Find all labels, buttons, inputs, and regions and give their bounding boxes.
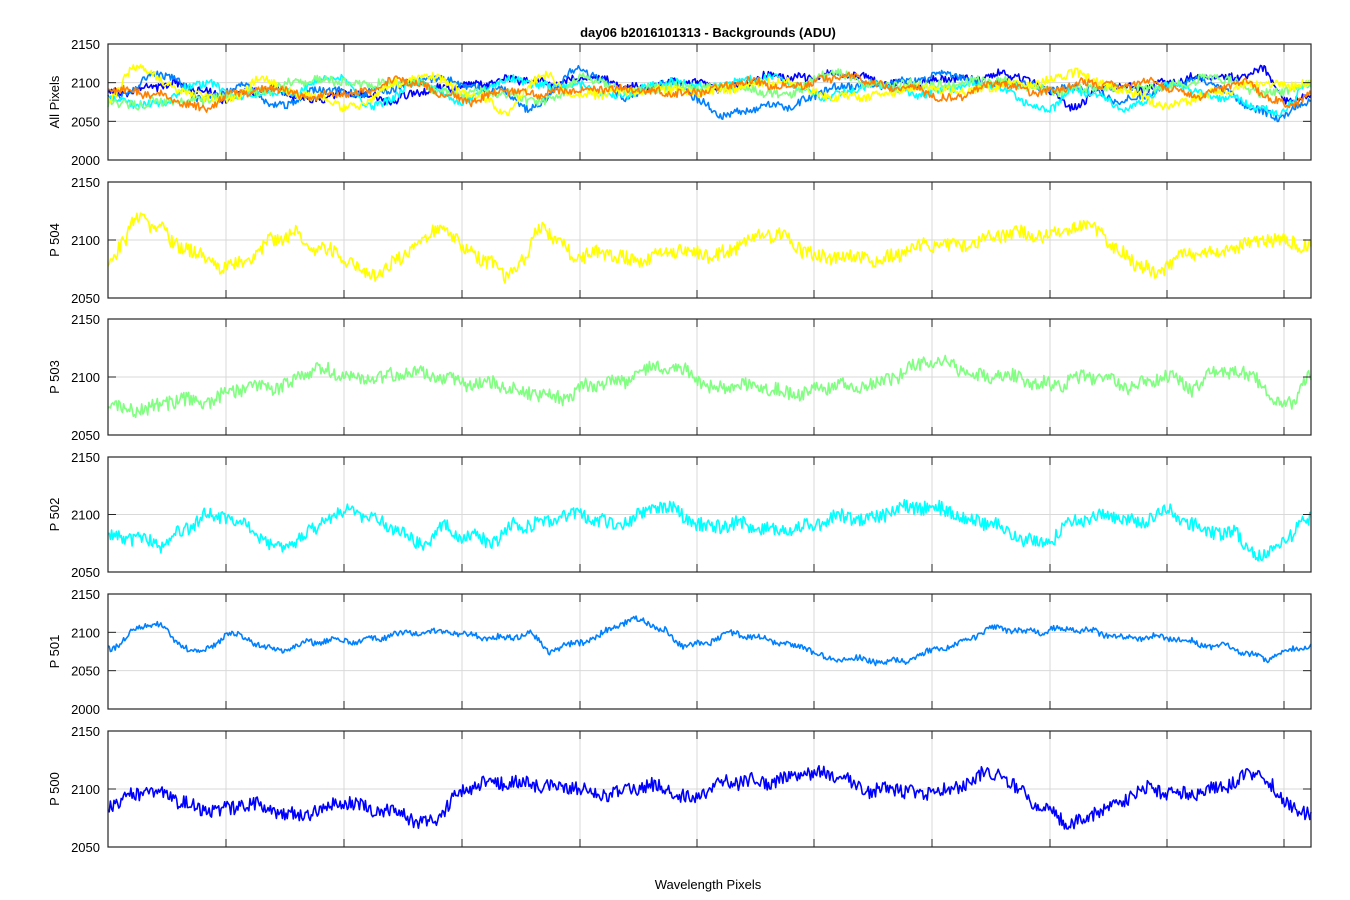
- y-tick-label: 2150: [71, 724, 100, 739]
- y-axis-label: P 503: [47, 360, 62, 394]
- y-tick-label: 2000: [71, 702, 100, 717]
- plot-area: [108, 594, 1311, 709]
- y-axis-label: P 504: [47, 223, 62, 257]
- axes-box: [107, 43, 1312, 161]
- panel-1: 2050 2100 2150 P 504: [47, 175, 1312, 306]
- series-line: [107, 764, 1312, 830]
- y-axis-label: P 501: [47, 635, 62, 669]
- y-tick-label: 2100: [71, 233, 100, 248]
- series-line: [107, 71, 1312, 113]
- y-tick-label: 2100: [71, 508, 100, 523]
- y-tick-label: 2050: [71, 840, 100, 855]
- y-tick-label: 2100: [71, 625, 100, 640]
- panel-4: 2000 2050 2100 2150 P 501: [47, 587, 1312, 717]
- y-tick-label: 2050: [71, 428, 100, 443]
- panel-2: 2050 2100 2150 P 503: [47, 312, 1312, 443]
- y-tick-label: 2100: [71, 76, 100, 91]
- y-tick-label: 2050: [71, 565, 100, 580]
- y-axis-label: P 502: [47, 498, 62, 532]
- y-tick-label: 2050: [71, 114, 100, 129]
- axes-box: [107, 593, 1312, 710]
- y-tick-label: 2100: [71, 370, 100, 385]
- series-line: [107, 615, 1312, 667]
- series-line: [107, 354, 1312, 419]
- y-tick-label: 2050: [71, 291, 100, 306]
- y-tick-label: 2050: [71, 664, 100, 679]
- y-axis-label: P 500: [47, 772, 62, 806]
- panels: 2000 2050 2100 2150 All Pixels 2050 2100 2150 P …: [47, 37, 1312, 855]
- chart-title: day06 b2016101313 - Backgrounds (ADU): [580, 25, 836, 40]
- y-tick-label: 2150: [71, 312, 100, 327]
- series-line: [107, 68, 1312, 111]
- series-line: [107, 64, 1312, 117]
- y-tick-label: 2150: [71, 175, 100, 190]
- series-line: [107, 212, 1312, 284]
- y-tick-label: 2150: [71, 450, 100, 465]
- y-tick-label: 2000: [71, 153, 100, 168]
- y-axis-label: All Pixels: [47, 75, 62, 128]
- y-tick-label: 2150: [71, 587, 100, 602]
- y-tick-label: 2100: [71, 782, 100, 797]
- x-axis-label: Wavelength Pixels: [655, 877, 762, 892]
- panel-3: 2050 2100 2150 P 502: [47, 450, 1312, 580]
- panel-0: 2000 2050 2100 2150 All Pixels: [47, 37, 1312, 168]
- panel-5: 2050 2100 2150 P 500: [47, 724, 1312, 855]
- series-line: [107, 498, 1312, 562]
- y-tick-label: 2150: [71, 37, 100, 52]
